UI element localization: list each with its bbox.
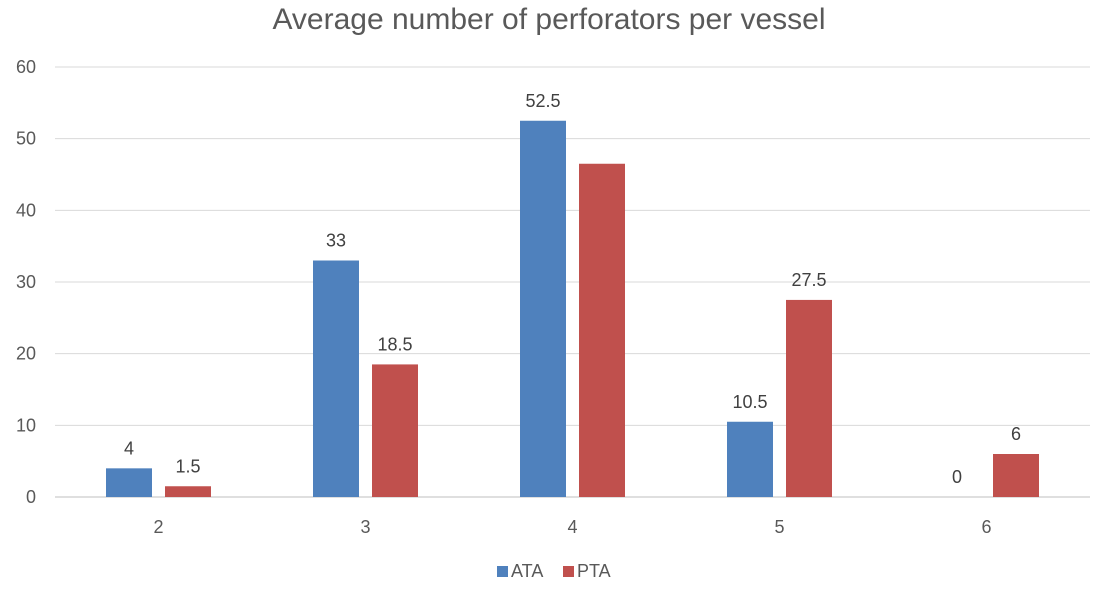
chart-title: Average number of perforators per vessel: [272, 3, 826, 36]
bar-pta: [786, 299, 832, 497]
y-tick-label: 20: [16, 344, 36, 364]
bar-ata: [727, 421, 773, 497]
bar-pta: [372, 364, 418, 497]
data-label: 0: [952, 467, 962, 487]
legend-swatch-ata: [497, 566, 508, 577]
data-label: 18.5: [377, 334, 412, 354]
data-label: 4: [124, 438, 134, 458]
y-tick-label: 50: [16, 129, 36, 149]
x-tick-label: 2: [153, 517, 163, 537]
bar-ata: [313, 260, 359, 497]
bar-ata: [520, 120, 566, 497]
x-tick-label: 3: [360, 517, 370, 537]
data-label: 1.5: [175, 456, 200, 476]
data-label: 27.5: [791, 270, 826, 290]
data-label: 6: [1011, 424, 1021, 444]
x-tick-label: 6: [981, 517, 991, 537]
bar-pta: [165, 486, 211, 497]
data-label: 52.5: [525, 91, 560, 111]
bar-pta: [993, 454, 1039, 497]
y-tick-label: 30: [16, 272, 36, 292]
y-tick-label: 60: [16, 57, 36, 77]
y-tick-label: 40: [16, 200, 36, 220]
legend-swatch-pta: [563, 566, 574, 577]
y-tick-label: 0: [26, 487, 36, 507]
x-tick-label: 5: [774, 517, 784, 537]
legend-label-ata: ATA: [511, 561, 543, 581]
bar-ata: [106, 468, 152, 497]
data-label: 10.5: [732, 392, 767, 412]
x-tick-label: 4: [567, 517, 577, 537]
legend-label-pta: PTA: [577, 561, 611, 581]
bar-pta: [579, 163, 625, 497]
data-label: 33: [326, 231, 346, 251]
y-tick-label: 10: [16, 415, 36, 435]
